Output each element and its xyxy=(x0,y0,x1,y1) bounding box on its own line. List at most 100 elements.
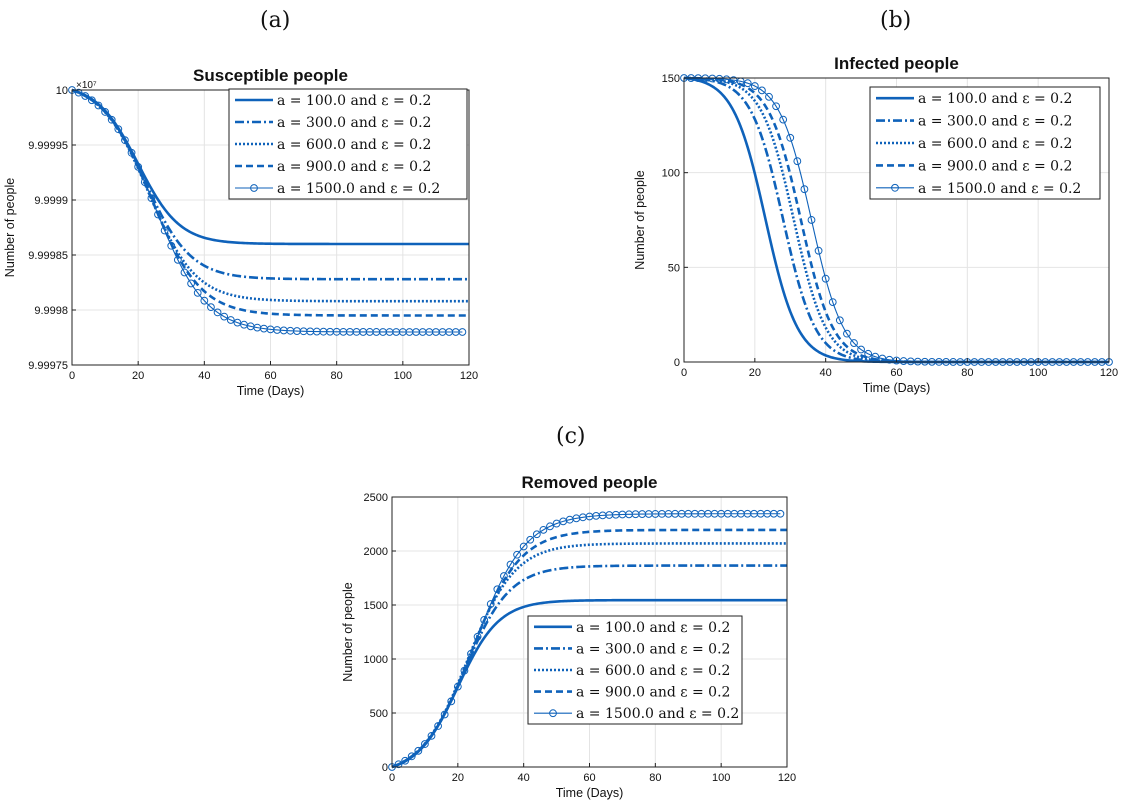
x-tick-label: 40 xyxy=(518,772,530,784)
data-point xyxy=(493,585,502,594)
chart-2: 0 20 40 60 80 100 120 0 50 100 150 Infected people T… xyxy=(633,54,1118,395)
legend-entry-4: a = 900.0 and ε = 0.2 xyxy=(576,685,730,701)
data-point xyxy=(786,133,795,142)
x-tick-label: 80 xyxy=(331,370,343,382)
x-axis-label: Time (Days) xyxy=(863,381,931,395)
legend-entry-4: a = 900.0 and ε = 0.2 xyxy=(277,159,431,175)
series-line-4 xyxy=(391,528,787,769)
legend-entry-5: a = 1500.0 and ε = 0.2 xyxy=(918,181,1081,197)
data-point xyxy=(394,760,403,769)
legend-marker xyxy=(250,184,258,192)
data-point xyxy=(526,535,535,544)
data-point xyxy=(107,115,116,124)
data-point xyxy=(427,731,436,740)
data-point xyxy=(850,339,858,347)
data-point xyxy=(74,88,83,97)
data-point xyxy=(758,86,766,95)
chart-title: Susceptible people xyxy=(193,66,348,85)
chart-title: Infected people xyxy=(834,54,959,73)
data-point xyxy=(207,303,215,312)
x-tick-label: 0 xyxy=(69,370,75,382)
y-tick-label: 10 xyxy=(56,85,68,97)
panel-label-b: (b) xyxy=(880,8,912,33)
data-point xyxy=(414,746,423,755)
legend: a = 100.0 and ε = 0.2 a = 300.0 and ε = 0… xyxy=(527,615,743,725)
data-point xyxy=(500,572,508,580)
x-tick-label: 80 xyxy=(649,772,661,784)
x-tick-label: 60 xyxy=(890,367,902,379)
data-point xyxy=(743,79,752,88)
legend-entry-3: a = 600.0 and ε = 0.2 xyxy=(576,663,730,679)
data-point xyxy=(473,632,482,641)
data-point xyxy=(167,241,176,250)
data-point xyxy=(200,296,209,305)
data-point xyxy=(187,279,196,288)
data-point xyxy=(814,246,823,255)
data-point xyxy=(101,108,109,116)
data-point xyxy=(467,649,475,658)
x-tick-label: 60 xyxy=(583,772,595,784)
chart-3: 0 20 40 60 80 100 120 0 500 1000 1500 2000 2500 Remov… xyxy=(341,473,796,800)
panel-label-c: (c) xyxy=(556,424,586,449)
x-tick-label: 20 xyxy=(452,772,464,784)
x-tick-label: 20 xyxy=(749,367,761,379)
data-point xyxy=(835,316,844,325)
y-tick-label: 0 xyxy=(674,357,680,369)
data-point xyxy=(447,697,456,706)
data-point xyxy=(765,92,773,101)
data-point xyxy=(772,102,780,111)
x-axis-label: Time (Days) xyxy=(556,786,624,800)
y-tick-label: 0 xyxy=(382,762,388,774)
y-tick-label: 9.9999 xyxy=(34,195,68,207)
y-tick-label: 150 xyxy=(662,73,680,85)
data-point xyxy=(519,542,528,551)
x-tick-label: 100 xyxy=(1029,367,1047,379)
legend-entry-4: a = 900.0 and ε = 0.2 xyxy=(918,158,1072,174)
data-point xyxy=(114,125,123,134)
x-tick-label: 20 xyxy=(132,370,144,382)
x-tick-label: 120 xyxy=(460,370,478,382)
y-tick-label: 9.99995 xyxy=(28,140,68,152)
y-tick-label: 1000 xyxy=(364,654,388,666)
y-tick-label: 500 xyxy=(370,708,388,720)
legend-marker xyxy=(549,709,557,718)
y-axis-label: Number of people xyxy=(341,582,355,681)
data-point xyxy=(776,509,785,518)
data-point xyxy=(821,274,830,283)
legend: a = 100.0 and ε = 0.2 a = 300.0 and ε = 0… xyxy=(228,88,468,200)
data-point xyxy=(480,616,489,624)
data-point xyxy=(828,298,837,307)
y-axis-label: Number of people xyxy=(3,178,17,277)
chart-1: 0 20 40 60 80 100 120 9.99975 9.9998 9.99985 9.999… xyxy=(3,66,478,398)
x-tick-label: 40 xyxy=(820,367,832,379)
data-point xyxy=(121,136,129,145)
y-tick-label: 9.99985 xyxy=(28,250,68,262)
data-point xyxy=(857,345,865,354)
data-point xyxy=(532,530,541,539)
y-axis-label: Number of people xyxy=(633,170,647,269)
series-line-2 xyxy=(683,76,1109,364)
y-tick-label: 9.99975 xyxy=(28,360,68,372)
data-point xyxy=(193,288,202,297)
data-point xyxy=(793,157,802,166)
data-point xyxy=(421,740,429,748)
data-point xyxy=(800,185,809,194)
x-tick-label: 0 xyxy=(681,367,687,379)
legend-entry-5: a = 1500.0 and ε = 0.2 xyxy=(576,706,739,722)
data-point xyxy=(140,178,149,187)
data-point xyxy=(513,550,521,559)
data-point xyxy=(750,82,759,90)
x-axis-label: Time (Days) xyxy=(237,384,305,398)
x-tick-label: 80 xyxy=(961,367,973,379)
data-point xyxy=(486,600,495,608)
y-tick-label: 50 xyxy=(668,262,680,274)
x-tick-label: 60 xyxy=(264,370,276,382)
data-point xyxy=(213,308,222,317)
legend-entry-1: a = 100.0 and ε = 0.2 xyxy=(576,620,730,636)
data-point xyxy=(226,316,235,324)
data-point xyxy=(843,329,851,338)
data-point xyxy=(807,216,816,224)
data-point xyxy=(407,752,416,761)
series-line-3 xyxy=(71,88,469,303)
data-point xyxy=(539,525,548,534)
